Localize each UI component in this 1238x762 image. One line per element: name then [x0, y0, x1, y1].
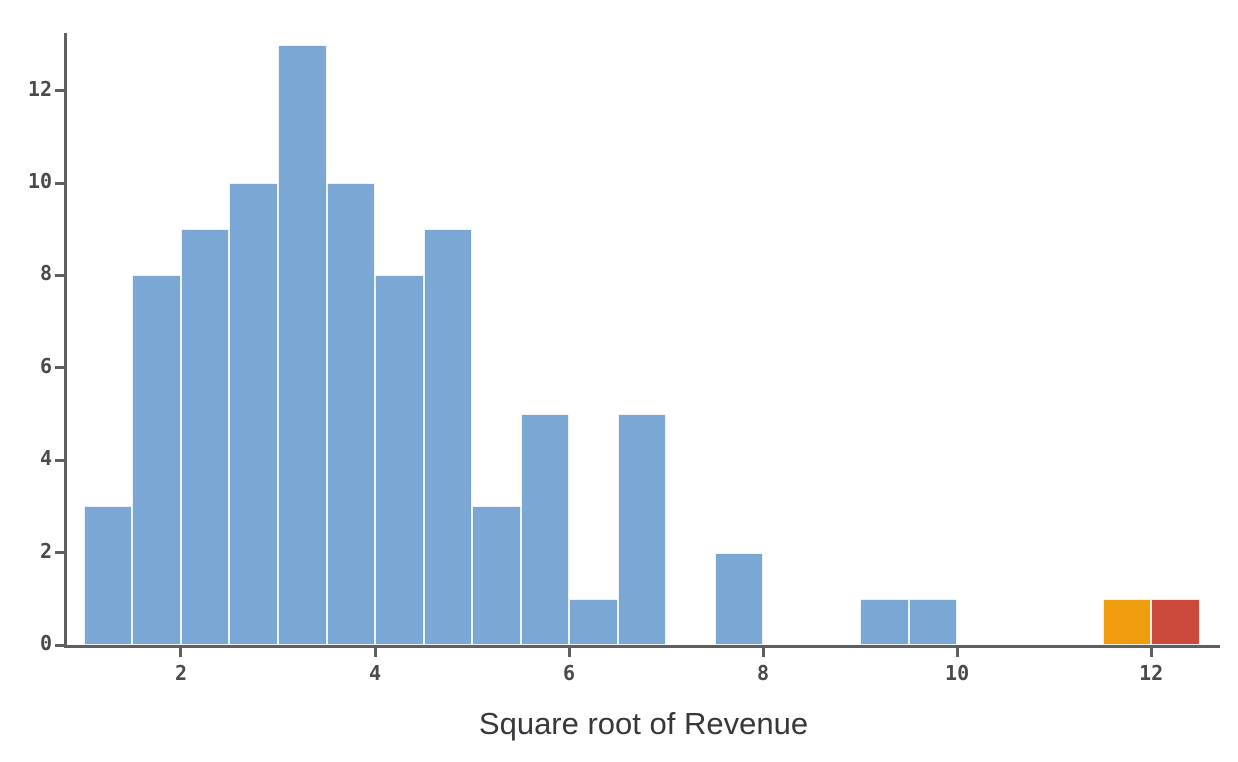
y-tick-mark [55, 89, 64, 93]
histogram-bar [229, 183, 278, 645]
histogram-bar [520, 414, 570, 645]
y-tick-label: 0 [39, 631, 52, 655]
y-tick-label: 6 [39, 353, 52, 378]
y-tick-mark [55, 273, 64, 277]
x-axis-line [64, 645, 1220, 648]
y-tick-mark [55, 551, 64, 555]
y-tick-label: 12 [27, 76, 52, 101]
histogram-bar [180, 229, 230, 645]
y-tick-label: 10 [27, 169, 52, 194]
x-tick-mark [955, 648, 959, 657]
histogram-bar [375, 275, 424, 645]
histogram-bar [860, 598, 909, 645]
histogram-bar [472, 506, 521, 645]
y-tick-label: 4 [39, 446, 52, 471]
x-tick-label: 6 [563, 661, 576, 685]
y-tick-label: 2 [39, 538, 52, 563]
x-axis-title: Square root of Revenue [478, 706, 809, 741]
y-tick-mark [55, 181, 64, 185]
histogram-bar [1102, 598, 1152, 645]
y-axis-line [64, 33, 67, 648]
histogram-bar [714, 552, 764, 645]
histogram-bar [326, 183, 375, 645]
histogram-bar [278, 44, 327, 645]
histogram-bar [132, 275, 181, 645]
x-tick-mark [179, 648, 183, 657]
y-tick-mark [55, 643, 64, 647]
x-tick-label: 2 [174, 661, 187, 685]
histogram-bar [1151, 598, 1200, 645]
histogram-bar [617, 414, 667, 645]
x-tick-mark [567, 648, 571, 657]
histogram-bar [569, 598, 618, 645]
x-tick-label: 10 [945, 661, 970, 685]
x-tick-label: 12 [1139, 661, 1164, 685]
y-tick-mark [55, 366, 64, 370]
x-tick-mark [373, 648, 377, 657]
histogram-bar [83, 506, 133, 645]
x-tick-label: 4 [368, 661, 382, 685]
histogram-bar [423, 229, 473, 645]
x-tick-mark [1149, 648, 1153, 657]
histogram-bar [908, 598, 958, 645]
x-tick-mark [761, 648, 765, 657]
y-tick-label: 8 [39, 261, 52, 286]
y-tick-mark [55, 458, 64, 462]
x-tick-label: 8 [757, 661, 770, 685]
